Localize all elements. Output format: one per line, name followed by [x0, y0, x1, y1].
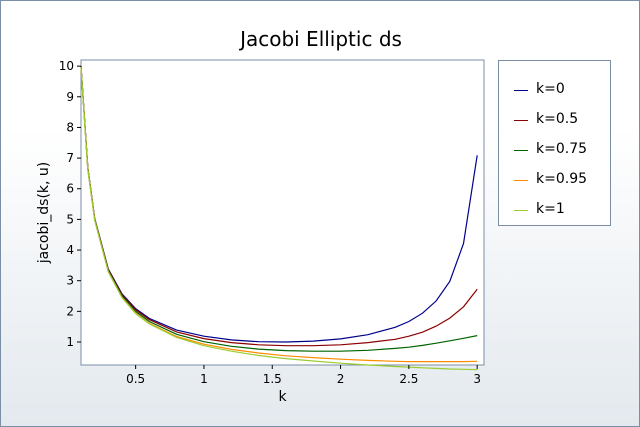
legend-swatch: [514, 210, 528, 211]
y-tick-label: 1: [66, 335, 74, 349]
y-tick-label: 10: [59, 59, 74, 73]
x-tick-label: 0.5: [126, 372, 145, 386]
x-tick-label: 2.5: [399, 372, 418, 386]
y-tick-label: 2: [66, 304, 74, 318]
y-tick-label: 3: [66, 274, 74, 288]
chart-title: Jacobi Elliptic ds: [238, 27, 402, 51]
y-tick-label: 5: [66, 212, 74, 226]
legend-label: k=0.5: [536, 111, 579, 127]
legend-swatch: [514, 180, 528, 181]
legend-label: k=1: [536, 201, 565, 217]
x-tick-label: 1: [200, 372, 208, 386]
x-axis-label: k: [278, 389, 287, 405]
legend-label: k=0.95: [536, 171, 588, 187]
legend-swatch: [514, 120, 528, 121]
x-tick-label: 1.5: [263, 372, 282, 386]
x-tick-label: 2: [337, 372, 345, 386]
legend-swatch: [514, 90, 528, 91]
legend: k=0 k=0.5 k=0.75 k=0.95 k=1: [498, 60, 611, 226]
y-tick-label: 9: [66, 90, 74, 104]
legend-label: k=0.75: [536, 141, 588, 157]
y-tick-label: 8: [66, 120, 74, 134]
legend-swatch: [514, 150, 528, 151]
y-tick-label: 7: [66, 151, 74, 165]
series-line: [80, 67, 478, 371]
series-layer: [80, 66, 478, 371]
legend-label: k=0: [536, 81, 565, 97]
x-tick-label: 3: [473, 372, 481, 386]
y-tick-label: 6: [66, 182, 74, 196]
y-axis-label: jacobi_ds(k, u): [36, 162, 52, 265]
x-axis: 0.5 1 1.5 2 2.5 3: [126, 365, 481, 386]
plot-area: [80, 59, 485, 366]
y-axis: 1 2 3 4 5 6 7 8 9 10: [59, 59, 81, 349]
y-tick-label: 4: [66, 243, 74, 257]
